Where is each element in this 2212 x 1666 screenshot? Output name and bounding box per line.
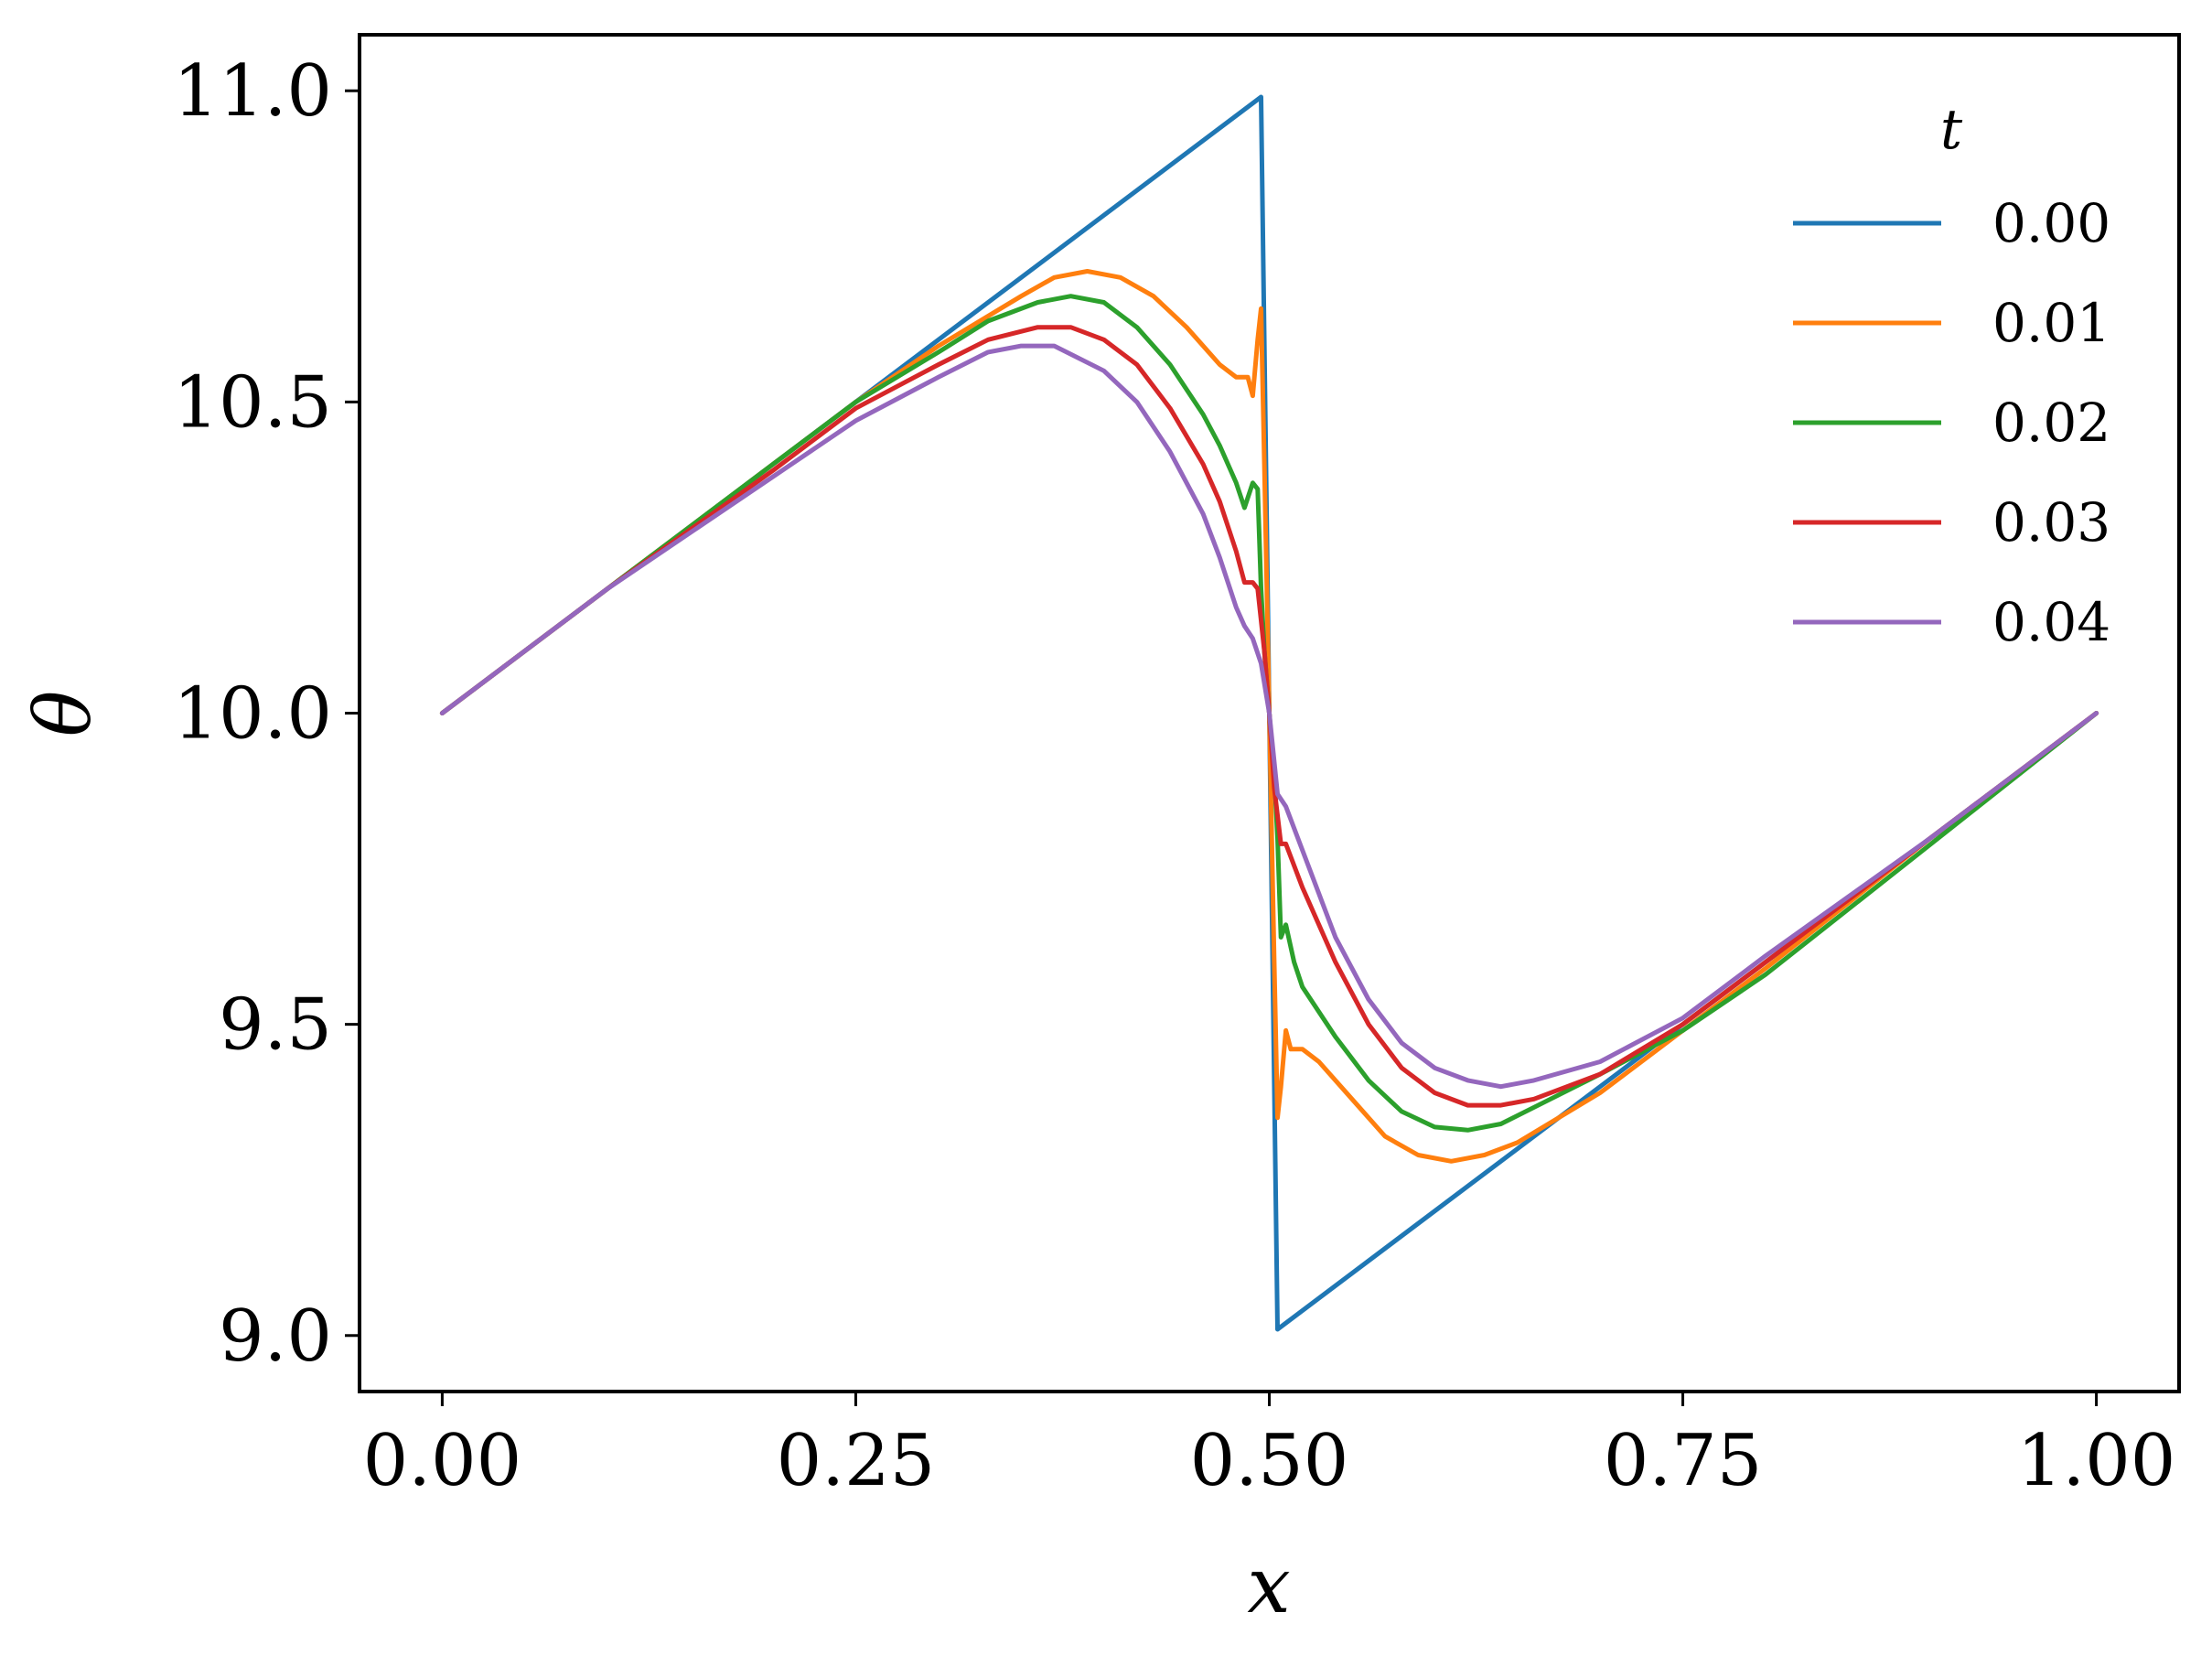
x-axis-label: x [1247,1541,1290,1630]
plot-frame [358,33,2181,1393]
y-ticks: 9.0 9.5 10.0 10.5 11.0 [173,50,360,1378]
legend: t 0.00 0.01 0.02 0.03 0.04 [1793,98,2110,653]
x-tick-label: 0.50 [1190,1420,1349,1502]
series-line-4 [439,343,2099,1090]
y-tick-label: 10.5 [173,361,332,444]
y-tick-label: 9.0 [219,1295,332,1378]
legend-label-0: 0.00 [1992,192,2110,254]
x-tick-label: 1.00 [2017,1420,2176,1502]
legend-title: t [1940,98,1963,162]
x-tick-label: 0.75 [1604,1420,1763,1502]
y-tick-label: 11.0 [173,50,332,133]
y-axis-label: θ [18,691,108,737]
y-tick-label: 10.0 [173,673,332,756]
legend-label-1: 0.01 [1992,292,2110,354]
x-tick-label: 0.00 [363,1420,522,1502]
x-tick-label: 0.25 [777,1420,936,1502]
legend-label-3: 0.03 [1992,491,2110,554]
legend-label-2: 0.02 [1992,392,2110,454]
y-tick-label: 9.5 [219,984,332,1067]
x-ticks: 0.00 0.25 0.50 0.75 1.00 [363,1392,2176,1502]
series-layer [439,94,2099,1332]
series-line-3 [439,325,2099,1108]
legend-label-4: 0.04 [1992,591,2110,653]
